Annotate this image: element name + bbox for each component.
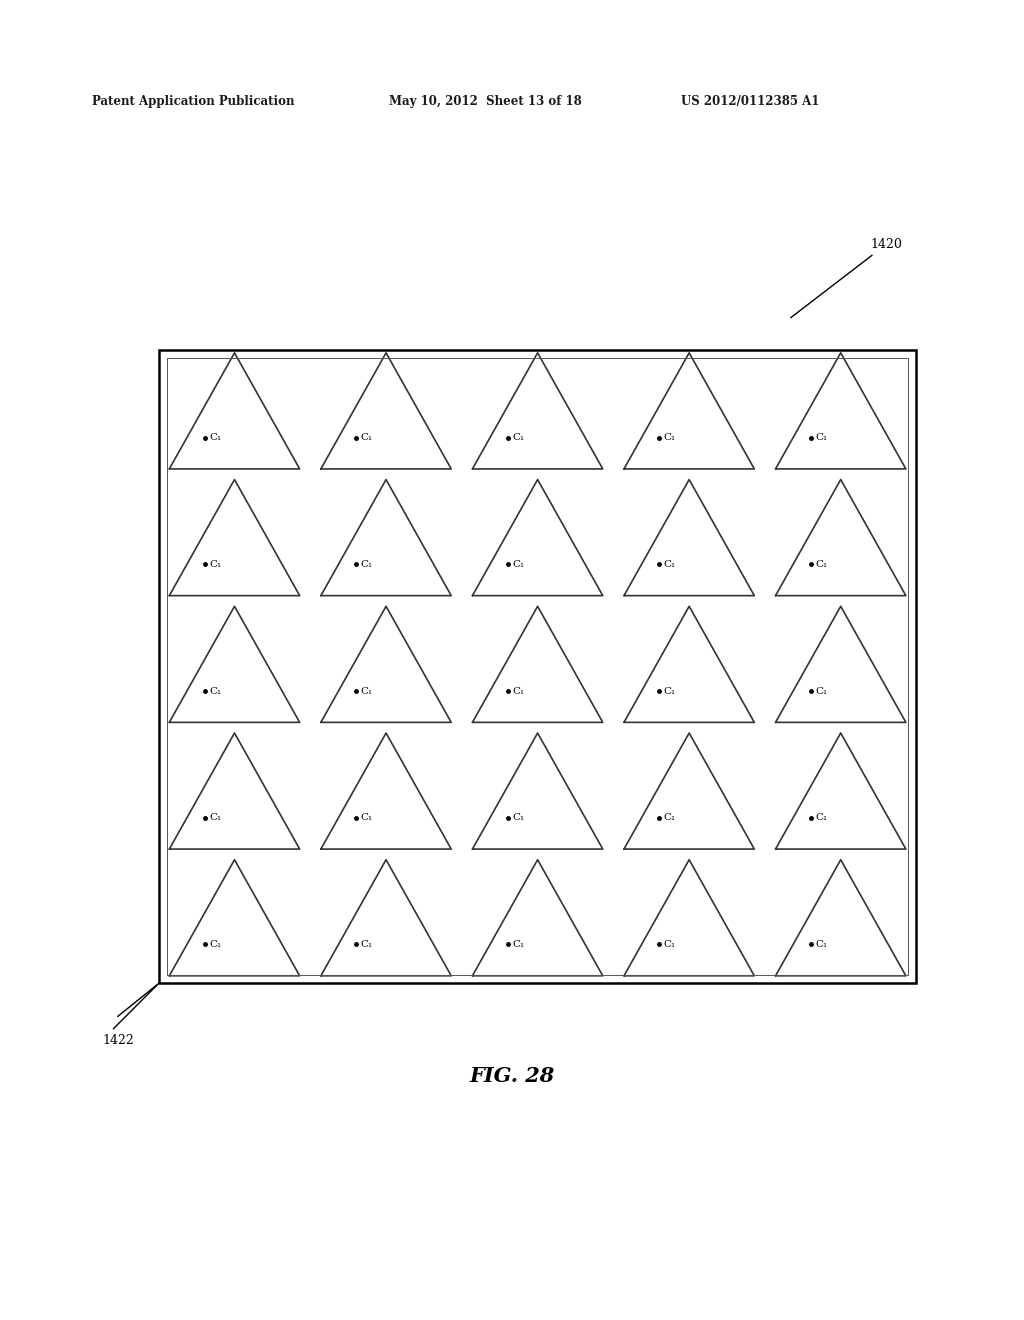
Text: C₁: C₁ bbox=[512, 560, 524, 569]
Text: C₁: C₁ bbox=[360, 433, 373, 442]
Text: C₁: C₁ bbox=[664, 686, 676, 696]
Text: Patent Application Publication: Patent Application Publication bbox=[92, 95, 295, 108]
Text: C₁: C₁ bbox=[209, 686, 221, 696]
Text: FIG. 28: FIG. 28 bbox=[469, 1065, 555, 1086]
Text: C₁: C₁ bbox=[664, 560, 676, 569]
Text: C₁: C₁ bbox=[815, 813, 827, 822]
Text: C₁: C₁ bbox=[360, 686, 373, 696]
Bar bbox=[159, 350, 916, 983]
Text: C₁: C₁ bbox=[209, 940, 221, 949]
Text: C₁: C₁ bbox=[209, 433, 221, 442]
Text: C₁: C₁ bbox=[512, 433, 524, 442]
Text: C₁: C₁ bbox=[815, 433, 827, 442]
Text: C₁: C₁ bbox=[209, 560, 221, 569]
Text: US 2012/0112385 A1: US 2012/0112385 A1 bbox=[681, 95, 819, 108]
Text: C₁: C₁ bbox=[512, 940, 524, 949]
Text: C₁: C₁ bbox=[209, 813, 221, 822]
Text: C₁: C₁ bbox=[815, 940, 827, 949]
Bar bbox=[167, 358, 908, 975]
Text: 1420: 1420 bbox=[791, 238, 902, 318]
Text: C₁: C₁ bbox=[815, 560, 827, 569]
Text: C₁: C₁ bbox=[512, 686, 524, 696]
Text: C₁: C₁ bbox=[664, 433, 676, 442]
Text: C₁: C₁ bbox=[512, 813, 524, 822]
Text: C₁: C₁ bbox=[664, 940, 676, 949]
Text: C₁: C₁ bbox=[360, 940, 373, 949]
Text: 1422: 1422 bbox=[102, 985, 157, 1047]
Text: C₁: C₁ bbox=[360, 560, 373, 569]
Text: C₁: C₁ bbox=[664, 813, 676, 822]
Text: C₁: C₁ bbox=[360, 813, 373, 822]
Text: C₁: C₁ bbox=[815, 686, 827, 696]
Text: May 10, 2012  Sheet 13 of 18: May 10, 2012 Sheet 13 of 18 bbox=[389, 95, 582, 108]
